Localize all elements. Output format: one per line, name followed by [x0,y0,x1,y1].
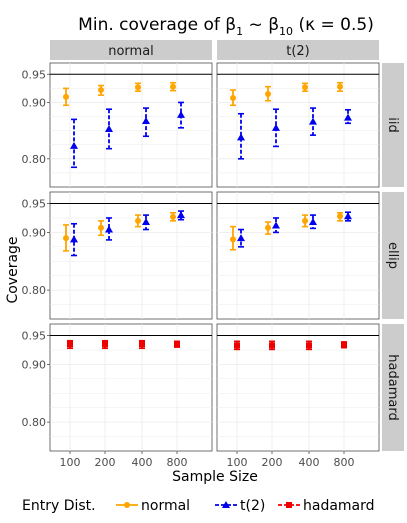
data-point [306,342,312,349]
data-point [337,83,343,90]
facet-strip-row [382,324,404,451]
data-point [142,117,150,125]
data-point [341,341,347,348]
data-point [139,341,145,348]
facet-panels: normal t(2) iid 0.80 0.90 0.95 ellip 0.80 0.90 0.… [22,40,404,469]
data-point [105,225,113,233]
x-tick-label: 100 [227,456,248,469]
y-axis-label: Coverage [5,236,21,303]
data-point [98,224,104,231]
data-point [344,212,352,220]
data-point [234,342,240,349]
panel-background [216,191,380,320]
chart-title: Min. coverage of β1 ~ β10 (κ = 0.5) [78,15,374,38]
panel-background [49,323,213,452]
x-tick-label: 800 [334,456,355,469]
x-axis-label: Sample Size [172,469,258,485]
x-tick-label: 800 [167,456,188,469]
data-point [177,211,185,219]
data-point [265,91,271,97]
data-point [337,213,343,220]
facet-strip-row-label: iid [385,117,400,132]
data-point [302,84,308,91]
y-tick-label: 0.95 [22,68,47,81]
x-tick-label: 200 [262,456,283,469]
legend: Entry Dist. normal t(2) hadamard [22,498,375,514]
facet-strip-row [382,192,404,319]
x-tick-label: 400 [132,456,153,469]
data-point [272,123,280,131]
facet-strip-col [50,40,212,60]
data-point [230,236,236,243]
data-point [237,133,245,141]
legend-key-marker [286,502,292,508]
legend-item-label: normal [141,498,190,514]
data-point [135,84,141,91]
data-point [170,83,176,90]
legend-key-marker [222,501,230,508]
y-tick-label: 0.90 [22,96,47,109]
legend-item-label: hadamard [303,498,375,514]
facet-strip-row-label: hadamard [385,354,400,420]
panel-background [49,62,213,188]
y-tick-label: 0.90 [22,358,47,371]
facet-strip-col-label: t(2) [286,44,310,59]
data-point [265,224,271,231]
y-tick-label: 0.80 [22,284,47,297]
x-tick-label: 100 [60,456,81,469]
y-tick-label: 0.90 [22,226,47,239]
data-point [142,218,150,226]
legend-key-marker [124,502,130,508]
panel-background [216,323,380,452]
data-point [309,117,317,125]
legend-item-label: t(2) [240,498,265,514]
data-point [272,221,280,229]
data-point [269,342,275,349]
facet-strip-row-label: ellip [385,242,400,269]
data-point [174,341,180,348]
data-point [63,93,69,100]
data-point [237,234,245,242]
data-point [309,218,317,226]
data-point [70,141,78,149]
data-point [67,341,73,348]
data-point [102,341,108,348]
panel-background [216,62,380,188]
y-tick-label: 0.95 [22,198,47,211]
data-point [302,217,308,224]
facet-strip-row [382,63,404,187]
data-point [135,217,141,224]
data-point [98,87,104,94]
data-point [230,94,236,101]
x-tick-label: 400 [299,456,320,469]
y-tick-label: 0.80 [22,416,47,429]
data-point [344,113,352,121]
facet-strip-col-label: normal [108,44,154,59]
data-point [63,235,69,242]
x-tick-label: 200 [95,456,116,469]
y-tick-label: 0.95 [22,330,47,343]
data-point [105,124,113,132]
data-point [170,213,176,220]
legend-title: Entry Dist. [22,498,96,514]
y-tick-label: 0.80 [22,153,47,166]
facet-strip-col [217,40,379,60]
data-point [70,235,78,243]
data-point [177,110,185,118]
